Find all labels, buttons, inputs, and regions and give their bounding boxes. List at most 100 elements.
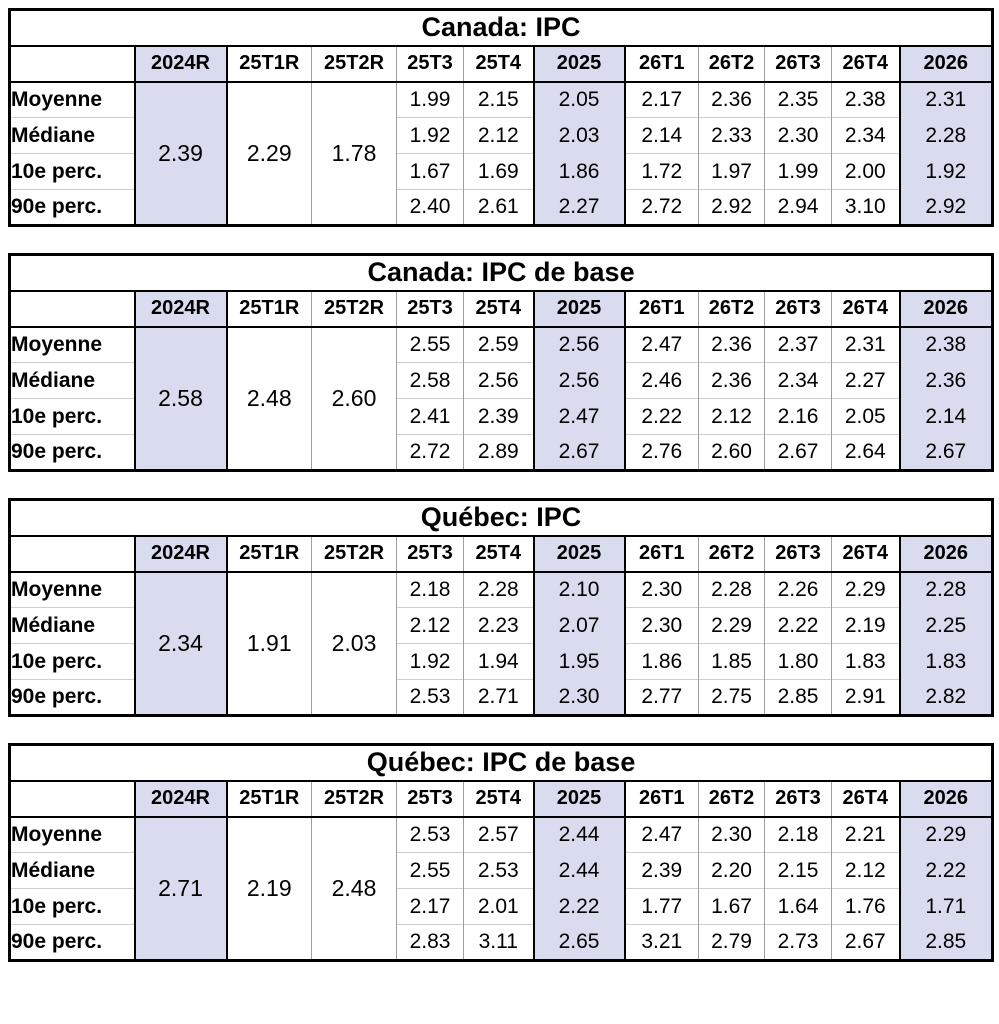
value-cell: 2.61: [463, 189, 534, 226]
merged-value-cell: 1.78: [311, 81, 397, 226]
column-header: 26T2: [698, 780, 765, 818]
value-cell: 1.67: [698, 888, 765, 925]
value-cell: 2.25: [898, 607, 993, 644]
column-header: 25T1R: [225, 780, 312, 818]
value-cell: 2.83: [396, 924, 464, 961]
row-label: Moyenne: [9, 326, 135, 363]
value-cell: 2.22: [532, 888, 625, 925]
value-cell: 2.22: [764, 607, 832, 644]
value-cell: 2.38: [831, 81, 900, 118]
row-label: Moyenne: [9, 571, 135, 608]
value-cell: 2.31: [898, 81, 993, 118]
value-cell: 2.40: [396, 189, 464, 226]
value-cell: 2.37: [764, 326, 832, 363]
column-header: 26T3: [764, 780, 832, 818]
value-cell: 2.17: [396, 888, 464, 925]
value-cell: 2.53: [396, 816, 464, 853]
column-header: 25T4: [463, 45, 534, 83]
value-cell: 1.85: [698, 643, 765, 680]
merged-value-cell: 2.58: [133, 326, 227, 471]
table-title: Québec: IPC de base: [9, 744, 993, 782]
value-cell: 2.27: [831, 362, 900, 399]
merged-value-cell: 2.48: [225, 326, 312, 471]
value-cell: 2.30: [623, 571, 699, 608]
column-header: 2025: [532, 780, 625, 818]
value-cell: 2.27: [532, 189, 625, 226]
column-header: 2025: [532, 535, 625, 573]
column-header: 26T4: [831, 535, 900, 573]
value-cell: 2.47: [623, 816, 699, 853]
value-cell: 1.86: [623, 643, 699, 680]
value-cell: 2.67: [764, 434, 832, 471]
value-cell: 2.44: [532, 816, 625, 853]
row-label: 90e perc.: [9, 434, 135, 471]
value-cell: 1.76: [831, 888, 900, 925]
value-cell: 2.53: [396, 679, 464, 716]
value-cell: 2.38: [898, 326, 993, 363]
merged-value-cell: 1.91: [225, 571, 312, 716]
merged-value-cell: 2.03: [311, 571, 397, 716]
column-header: 26T4: [831, 780, 900, 818]
column-header: 25T3: [396, 780, 464, 818]
value-cell: 2.16: [764, 398, 832, 435]
value-cell: 2.28: [463, 571, 534, 608]
value-cell: 2.64: [831, 434, 900, 471]
value-cell: 2.30: [764, 117, 832, 154]
table-title: Québec: IPC: [9, 499, 993, 537]
corner-cell: [9, 45, 135, 83]
value-cell: 2.22: [623, 398, 699, 435]
value-cell: 1.94: [463, 643, 534, 680]
value-cell: 2.47: [532, 398, 625, 435]
value-cell: 2.56: [532, 362, 625, 399]
value-cell: 2.19: [831, 607, 900, 644]
value-cell: 2.65: [532, 924, 625, 961]
column-header: 25T4: [463, 290, 534, 328]
value-cell: 2.72: [396, 434, 464, 471]
value-cell: 2.85: [764, 679, 832, 716]
column-header: 25T3: [396, 290, 464, 328]
value-cell: 1.64: [764, 888, 832, 925]
column-header: 26T3: [764, 45, 832, 83]
value-cell: 2.36: [898, 362, 993, 399]
value-cell: 2.30: [623, 607, 699, 644]
value-cell: 2.77: [623, 679, 699, 716]
value-cell: 1.72: [623, 153, 699, 190]
column-header: 25T1R: [225, 535, 312, 573]
row-label: 10e perc.: [9, 643, 135, 680]
column-header: 26T1: [623, 780, 699, 818]
value-cell: 2.94: [764, 189, 832, 226]
column-header: 25T2R: [311, 535, 397, 573]
row-label: 90e perc.: [9, 679, 135, 716]
value-cell: 2.12: [698, 398, 765, 435]
value-cell: 2.34: [831, 117, 900, 154]
value-cell: 2.47: [623, 326, 699, 363]
value-cell: 2.15: [463, 81, 534, 118]
value-cell: 2.56: [532, 326, 625, 363]
value-cell: 2.56: [463, 362, 534, 399]
value-cell: 1.69: [463, 153, 534, 190]
table-quebec-ipc-de-base: Québec: IPC de base 2024R 25T1R 25T2R 25T3 25…: [8, 743, 995, 962]
table-quebec-ipc: Québec: IPC 2024R 25T1R 25T2R 25T3 25T4 2025 26…: [8, 498, 995, 717]
table-canada-ipc-de-base: Canada: IPC de base 2024R 25T1R 25T2R 25T3 25…: [8, 253, 995, 472]
merged-value-cell: 2.48: [311, 816, 397, 961]
value-cell: 2.55: [396, 852, 464, 889]
row-label: 90e perc.: [9, 924, 135, 961]
value-cell: 2.39: [623, 852, 699, 889]
value-cell: 2.30: [698, 816, 765, 853]
merged-value-cell: 2.29: [225, 81, 312, 226]
value-cell: 2.28: [698, 571, 765, 608]
value-cell: 1.71: [898, 888, 993, 925]
value-cell: 2.75: [698, 679, 765, 716]
value-cell: 3.21: [623, 924, 699, 961]
value-cell: 2.53: [463, 852, 534, 889]
value-cell: 2.18: [764, 816, 832, 853]
value-cell: 2.35: [764, 81, 832, 118]
value-cell: 2.29: [831, 571, 900, 608]
corner-cell: [9, 535, 135, 573]
column-header: 26T4: [831, 45, 900, 83]
value-cell: 2.15: [764, 852, 832, 889]
column-header: 2024R: [133, 780, 227, 818]
value-cell: 2.20: [698, 852, 765, 889]
value-cell: 2.59: [463, 326, 534, 363]
